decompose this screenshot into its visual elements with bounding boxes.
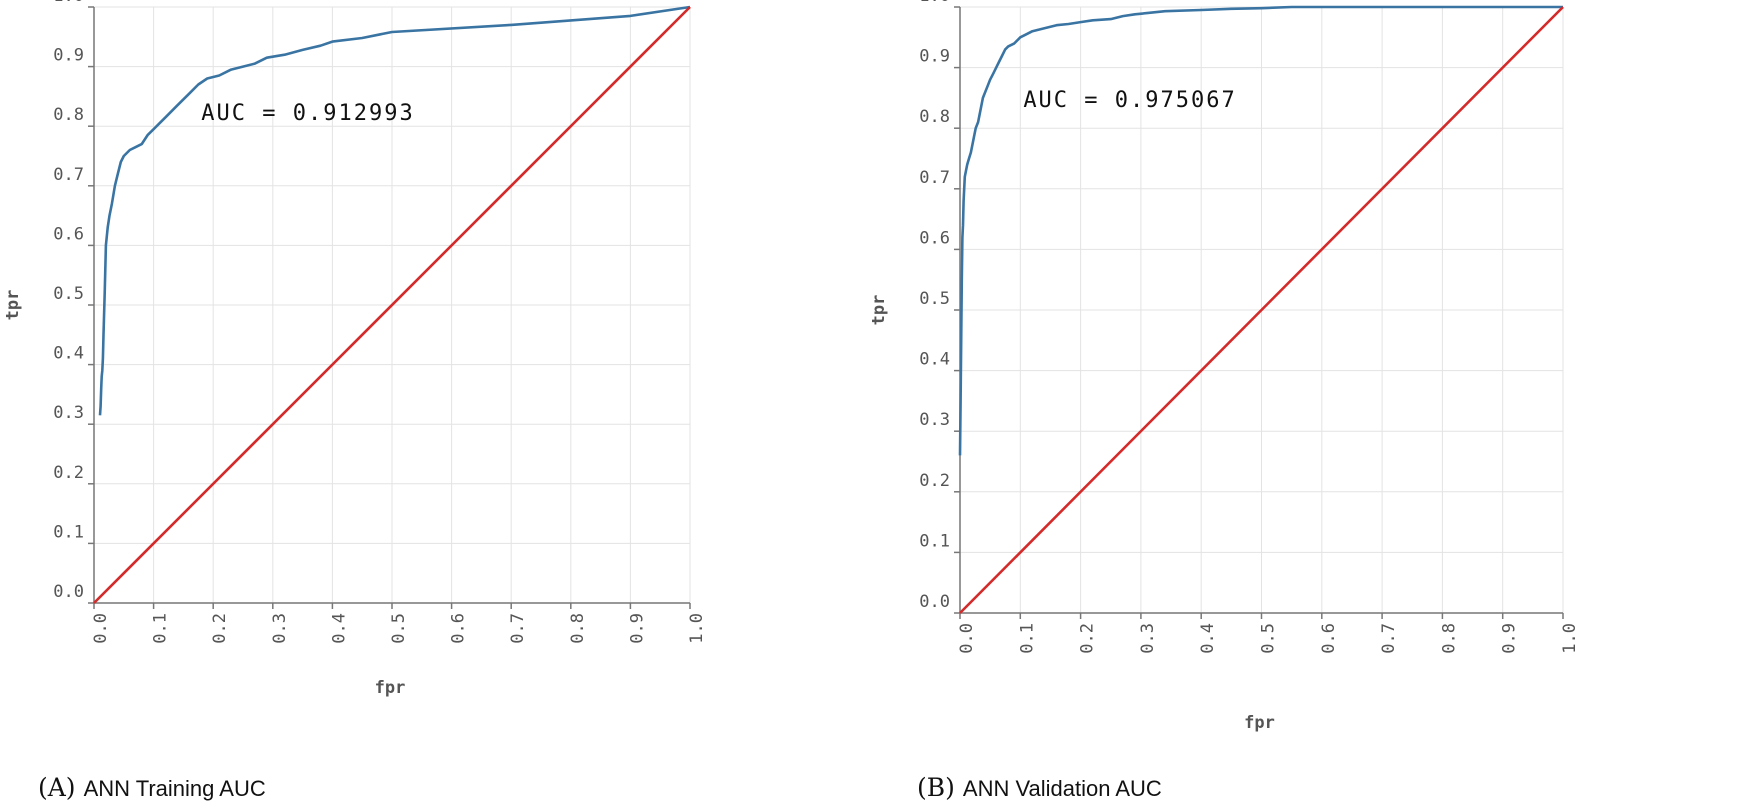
p0-y-tick-label-0: 0.0 xyxy=(53,582,84,602)
p1-x-tick-label-1: 0.1 xyxy=(1017,623,1037,654)
p1-x-tick-label-7: 0.7 xyxy=(1379,623,1399,654)
p0-x-tick-label-7: 0.7 xyxy=(508,613,528,644)
caption-b-letter: (B) xyxy=(917,773,955,802)
p1-y-tick-label-9: 0.9 xyxy=(919,47,950,67)
p1-auc-annotation: AUC = 0.975067 xyxy=(1023,88,1236,113)
caption-a-text: ANN Training AUC xyxy=(83,776,266,801)
p1-x-axis-title: fpr xyxy=(1244,713,1275,733)
p0-x-tick-label-8: 0.8 xyxy=(568,613,588,644)
caption-a: (A) ANN Training AUC xyxy=(38,773,266,802)
p1-x-tick-label-2: 0.2 xyxy=(1078,623,1098,654)
p1-x-tick-label-0: 0.0 xyxy=(957,623,977,654)
p1-y-tick-label-8: 0.8 xyxy=(919,107,950,127)
p0-y-tick-label-4: 0.4 xyxy=(53,344,84,364)
p1-y-tick-label-2: 0.2 xyxy=(919,471,950,491)
p0-y-tick-label-6: 0.6 xyxy=(53,224,84,244)
p0-y-tick-label-8: 0.8 xyxy=(53,105,84,125)
p0-x-tick-label-6: 0.6 xyxy=(449,613,469,644)
p0-x-tick-label-0: 0.0 xyxy=(91,613,111,644)
caption-a-letter: (A) xyxy=(38,773,76,802)
p0-x-tick-label-2: 0.2 xyxy=(210,613,230,644)
p0-diagonal-line xyxy=(93,6,691,604)
p0-x-tick-label-1: 0.1 xyxy=(151,613,171,644)
p0-y-tick-label-2: 0.2 xyxy=(53,463,84,483)
p0-y-tick-label-5: 0.5 xyxy=(53,284,84,304)
p0-y-axis-title: tpr xyxy=(3,290,23,321)
p0-x-tick-label-5: 0.5 xyxy=(389,613,409,644)
p0-x-tick-label-3: 0.3 xyxy=(270,613,290,644)
p0-roc-curve xyxy=(98,5,691,416)
caption-b-text: ANN Validation AUC xyxy=(962,776,1162,801)
p1-x-tick-label-8: 0.8 xyxy=(1439,623,1459,654)
p1-roc-curve xyxy=(958,5,1563,456)
p0-x-tick-label-10: 1.0 xyxy=(687,613,707,644)
p1-x-tick-label-6: 0.6 xyxy=(1319,623,1339,654)
p0-x-tick-label-9: 0.9 xyxy=(627,613,647,644)
p0-y-tick-label-10: 1.0 xyxy=(53,0,84,6)
p0-x-axis-title: fpr xyxy=(375,678,406,698)
p1-y-tick-label-3: 0.3 xyxy=(919,410,950,430)
p0-y-tick-label-7: 0.7 xyxy=(53,165,84,185)
p1-y-tick-label-6: 0.6 xyxy=(919,228,950,248)
panel-a-training-roc: 0.0 0.1 0.2 0.3 0.4 0.5 0.6 0.7 0.8 0.9 1.0 0.0 0.1 0… xyxy=(3,0,707,698)
p1-y-tick-label-0: 0.0 xyxy=(919,592,950,612)
p0-x-tick-label-4: 0.4 xyxy=(329,613,349,644)
p1-y-tick-label-5: 0.5 xyxy=(919,289,950,309)
panel-b-validation-roc: 0.0 0.1 0.2 0.3 0.4 0.5 0.6 0.7 0.8 0.9 1.0 0.0 0.1 0… xyxy=(869,0,1580,733)
p1-y-tick-label-1: 0.1 xyxy=(919,531,950,551)
p0-y-tick-label-9: 0.9 xyxy=(53,46,84,66)
p1-y-tick-label-4: 0.4 xyxy=(919,350,950,370)
p1-x-tick-label-10: 1.0 xyxy=(1560,623,1580,654)
p0-y-tick-label-1: 0.1 xyxy=(53,522,84,542)
p1-y-tick-label-10: 1.0 xyxy=(919,0,950,6)
p0-auc-annotation: AUC = 0.912993 xyxy=(201,101,414,126)
p1-x-tick-label-3: 0.3 xyxy=(1138,623,1158,654)
p1-diagonal-line xyxy=(959,6,1564,614)
p1-y-tick-label-7: 0.7 xyxy=(919,168,950,188)
p1-y-axis-title: tpr xyxy=(869,295,889,326)
p0-y-tick-label-3: 0.3 xyxy=(53,403,84,423)
p1-x-tick-label-5: 0.5 xyxy=(1259,623,1279,654)
p1-x-tick-label-4: 0.4 xyxy=(1198,623,1218,654)
caption-b: (B) ANN Validation AUC xyxy=(917,773,1162,802)
p1-x-tick-label-9: 0.9 xyxy=(1500,623,1520,654)
